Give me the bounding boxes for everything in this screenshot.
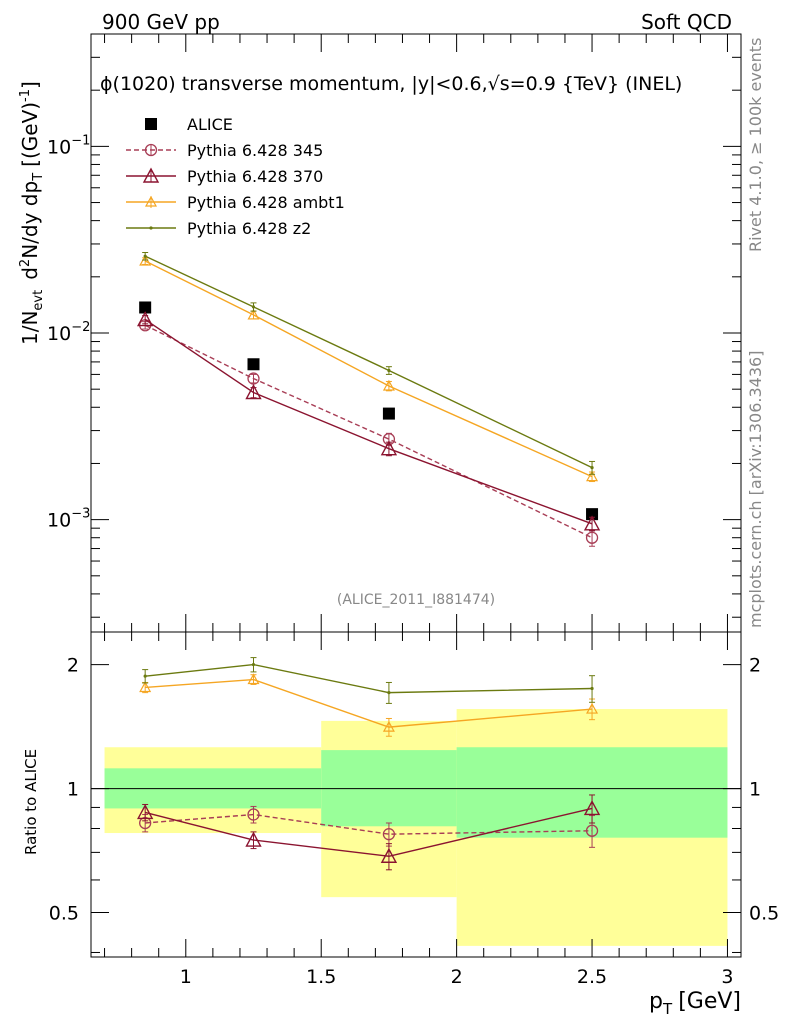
- z2-line: [144, 255, 593, 469]
- p370-point: [380, 440, 398, 456]
- ambt1-point: [247, 308, 260, 320]
- ratio-y-tick-label-right: 1: [749, 779, 761, 801]
- watermark: (ALICE_2011_I881474): [337, 592, 495, 608]
- ambt1-ratio-point: [247, 673, 260, 685]
- p370-point: [136, 311, 154, 327]
- z2-point: [590, 466, 594, 470]
- header-left: 900 GeV pp: [102, 10, 220, 34]
- x-tick-label: 1: [180, 966, 192, 988]
- p345-ratio-point: [247, 808, 260, 821]
- ratio-y-tick-label-right: 2: [749, 655, 761, 677]
- ambt1-ratio-point: [586, 702, 599, 714]
- alice-point: [139, 301, 152, 314]
- ambt1-point: [586, 470, 599, 482]
- p345-ratio-point: [585, 824, 599, 837]
- legend: ALICE Pythia 6.428 345 Pythia 6.428 370 Pyt…: [126, 115, 345, 238]
- x-tick-label: 1.5: [306, 966, 336, 988]
- p370-ratio-point: [136, 803, 154, 820]
- p370-ratio-line: [144, 807, 593, 857]
- ratio-bands: [104, 709, 728, 946]
- z2-ratio-point: [143, 674, 147, 678]
- main-series: [136, 251, 601, 547]
- ambt1-line: [144, 260, 593, 478]
- main-axis-ticks: 10−1 10−2 10−3: [47, 33, 741, 632]
- alice-point: [382, 407, 395, 420]
- p370-ratio-point: [380, 847, 398, 863]
- z2-point: [387, 368, 391, 373]
- ratio-frame: [90, 631, 742, 958]
- header-right: Soft QCD: [641, 10, 732, 34]
- z2-ratio-point: [590, 686, 594, 691]
- ambt1-ratio-point: [382, 720, 395, 732]
- p370-point: [245, 384, 262, 400]
- z2-point: [251, 305, 256, 309]
- legend-label-alice: ALICE: [187, 115, 233, 134]
- ambt1-point: [382, 379, 395, 391]
- legend-marker-ambt1: [144, 195, 158, 207]
- mcplots-note: mcplots.cern.ch [arXiv:1306.3436]: [746, 351, 765, 628]
- y-tick-label: 10−3: [47, 507, 90, 532]
- p370-point: [583, 515, 601, 531]
- x-tick-label: 3: [721, 966, 733, 988]
- z2-ratio-line: [145, 663, 593, 694]
- legend-label-p370: Pythia 6.428 370: [187, 167, 323, 186]
- legend-marker-alice: [145, 118, 157, 130]
- ratio-axis-ticks: 0.5 0.5 1 1 2 2 1 1.5 2 2.5 3: [49, 632, 779, 988]
- z2-ratio-point: [251, 663, 256, 667]
- y-tick-label: 10−1: [47, 133, 90, 158]
- p345-point: [585, 531, 599, 544]
- ratio-y-tick-label: 2: [67, 655, 79, 677]
- ambt1-ratio-point: [139, 681, 152, 693]
- main-y-label: 1/Nevtd2N/dy dpT[(GeV)-1]: [18, 81, 46, 345]
- y-tick-label: 10−2: [47, 320, 90, 345]
- x-axis-label: pT [GeV]: [649, 989, 741, 1018]
- legend-label-z2: Pythia 6.428 z2: [187, 219, 311, 238]
- plot-title: ϕ(1020) transverse momentum, |y|<0.6,√s=…: [100, 73, 682, 95]
- z2-point: [143, 254, 147, 258]
- x-tick-label: 2: [451, 966, 463, 988]
- ratio-y-tick-label: 1: [67, 779, 79, 801]
- legend-marker-p370: [142, 167, 160, 183]
- ambt1-ratio-line: [145, 678, 593, 728]
- ratio-y-tick-label-right: 0.5: [749, 903, 779, 925]
- ratio-y-label: Ratio to ALICE: [22, 749, 40, 855]
- p370-line: [144, 319, 593, 525]
- ratio-series: [136, 657, 601, 871]
- legend-marker-z2: [149, 226, 153, 230]
- p345-line: [144, 324, 593, 539]
- p370-ratio-point: [245, 831, 262, 847]
- legend-marker-p345: [144, 143, 158, 157]
- z2-ratio-point: [387, 691, 391, 695]
- ratio-plot-area: 0.5 0.5 1 1 2 2 1 1.5 2 2.5 3: [49, 631, 779, 988]
- ratio-y-tick-label: 0.5: [49, 903, 79, 925]
- main-plot-area: 10−1 10−2 10−3: [47, 33, 742, 633]
- alice-point: [247, 358, 260, 371]
- rivet-note: Rivet 4.1.0, ≥ 100k events: [746, 38, 765, 252]
- legend-label-p345: Pythia 6.428 345: [187, 141, 323, 160]
- legend-label-ambt1: Pythia 6.428 ambt1: [187, 193, 345, 212]
- alice-point: [586, 508, 599, 521]
- p345-ratio-point: [382, 828, 396, 841]
- p370-ratio-point: [583, 799, 601, 816]
- x-tick-label: 2.5: [577, 966, 607, 988]
